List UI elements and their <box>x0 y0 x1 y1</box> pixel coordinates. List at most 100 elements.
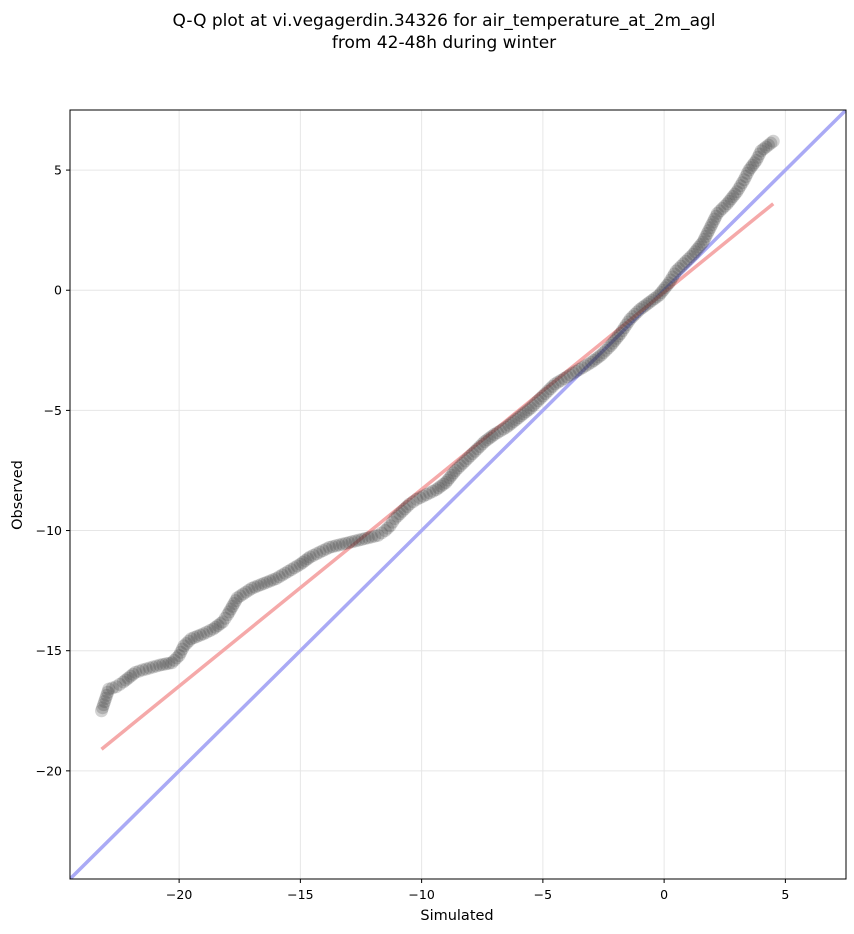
reference-lines <box>70 110 846 879</box>
quantile-point <box>313 545 327 559</box>
y-tick-label: −5 <box>44 403 62 418</box>
quantile-point <box>361 531 375 545</box>
quantile-point <box>606 336 620 350</box>
quantile-point <box>751 150 765 164</box>
quantile-point <box>329 539 343 553</box>
quantile-point <box>211 618 225 632</box>
quantile-point <box>740 166 754 180</box>
quantile-point <box>326 540 340 554</box>
quantile-point <box>531 394 545 408</box>
y-tick-label: 0 <box>54 283 62 298</box>
quantile-point <box>153 658 167 672</box>
x-axis-label: Simulated <box>420 908 493 924</box>
quantile-point <box>679 254 693 268</box>
quantile-point <box>245 581 259 595</box>
quantile-point <box>119 673 133 687</box>
quantile-point <box>172 649 186 663</box>
quantile-point <box>709 209 723 223</box>
quantile-point <box>578 359 592 373</box>
quantile-point <box>493 424 507 438</box>
quantile-point <box>541 384 555 398</box>
quantile-point <box>739 169 753 183</box>
x-axis-ticks: −20 −15 −10 −5 0 5 <box>166 879 789 902</box>
quantile-point <box>139 662 153 676</box>
quantile-point <box>310 547 324 561</box>
quantile-point <box>742 163 756 177</box>
quantile-point <box>475 437 489 451</box>
quantile-point <box>463 449 477 463</box>
quantile-point <box>519 405 533 419</box>
fit-line <box>100 202 775 751</box>
quantile-point <box>529 396 543 410</box>
quantile-point <box>613 326 627 340</box>
quantile-point <box>395 504 409 518</box>
x-tick-label: −10 <box>408 887 434 902</box>
quantile-point <box>496 422 510 436</box>
chart-title-line1: Q-Q plot at vi.vegagerdin.34326 for air_… <box>172 11 715 31</box>
quantile-point <box>643 295 657 309</box>
quantile-point <box>174 645 188 659</box>
quantile-point <box>504 416 518 430</box>
quantile-point <box>720 197 734 211</box>
quantile-point <box>601 341 615 355</box>
quantile-point <box>410 492 424 506</box>
quantile-point <box>633 302 647 316</box>
quantile-point <box>236 587 250 601</box>
quantile-point <box>365 530 379 544</box>
quantile-point <box>700 227 714 241</box>
quantile-point <box>368 529 382 543</box>
quantile-point <box>543 382 557 396</box>
quantile-point <box>584 355 598 369</box>
quantile-point <box>563 368 577 382</box>
quantile-point <box>184 632 198 646</box>
quantile-point <box>383 519 397 533</box>
quantile-point <box>398 502 412 516</box>
quantile-point <box>242 583 256 597</box>
quantile-point <box>761 138 775 152</box>
quantile-point <box>617 321 631 335</box>
quantile-point <box>167 653 181 667</box>
y-tick-label: 5 <box>54 163 62 178</box>
quantile-point <box>416 489 430 503</box>
quantile-point <box>345 535 359 549</box>
quantile-point <box>747 156 761 170</box>
quantile-point <box>179 636 193 650</box>
quantile-point <box>393 507 407 521</box>
quantile-point <box>95 704 109 718</box>
quantile-point <box>597 346 610 360</box>
quantile-point <box>715 202 729 216</box>
quantile-point <box>190 629 204 643</box>
quantile-point <box>526 399 540 413</box>
quantile-point <box>443 471 457 485</box>
quantile-point <box>390 509 404 523</box>
quantile-point <box>230 591 244 605</box>
quantile-point <box>332 538 346 552</box>
quantile-point <box>126 667 140 681</box>
quantile-point <box>436 477 450 491</box>
quantile-point <box>301 552 315 566</box>
quantile-point <box>423 486 437 500</box>
quantile-point <box>507 414 521 428</box>
quantile-point <box>426 484 440 498</box>
quantile-point <box>105 681 119 695</box>
quantile-point <box>275 568 289 582</box>
quantile-point <box>645 293 659 307</box>
quantile-point <box>432 481 446 495</box>
quantile-point <box>306 548 320 562</box>
quantile-point <box>248 580 262 594</box>
quantile-point <box>447 466 461 480</box>
quantile-point <box>744 161 758 175</box>
quantile-point <box>284 563 298 577</box>
quantile-point <box>466 447 480 461</box>
quantile-point <box>468 444 482 458</box>
quantile-point <box>737 173 751 187</box>
quantile-point <box>451 461 465 475</box>
quantile-point <box>759 140 773 154</box>
quantile-point <box>434 479 448 493</box>
quantile-point <box>662 276 676 290</box>
x-tick-label: 5 <box>781 887 789 902</box>
quantile-point <box>441 473 455 487</box>
grid-lines <box>70 110 846 879</box>
quantile-point <box>630 305 644 319</box>
